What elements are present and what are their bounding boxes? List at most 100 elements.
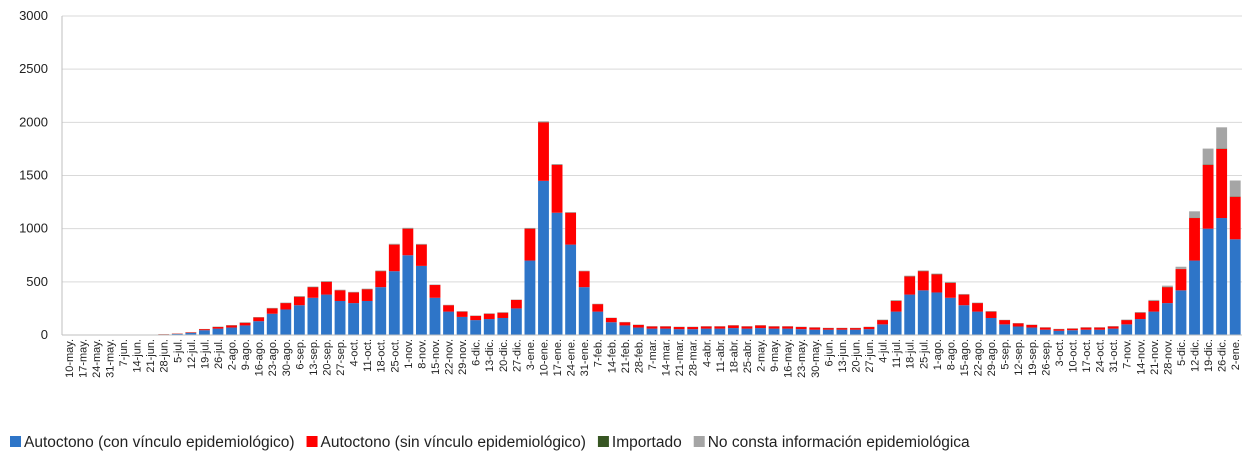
bar-segment <box>945 298 956 335</box>
x-tick-label: 6-jun. <box>823 339 835 367</box>
x-tick-label: 21-feb. <box>620 339 632 373</box>
bar-segment <box>660 326 671 328</box>
bar-segment <box>525 228 536 229</box>
bar-segment <box>430 298 441 335</box>
bar-segment <box>769 329 780 335</box>
x-tick-label: 25-jul. <box>918 339 930 369</box>
bar-segment <box>904 277 915 295</box>
bar-segment <box>402 229 413 256</box>
bar-segment <box>1094 330 1105 335</box>
x-tick-label: 13-dic. <box>484 339 496 372</box>
bar-segment <box>1108 329 1119 335</box>
x-tick-label: 12-jul. <box>186 339 198 369</box>
x-tick-label: 25-abr. <box>742 339 754 373</box>
x-tick-label: 19-sep. <box>1027 339 1039 376</box>
bar-segment <box>647 326 658 328</box>
bar-segment <box>362 289 373 301</box>
bar-segment <box>375 270 386 271</box>
bar-segment <box>1216 218 1227 335</box>
bar-segment <box>525 261 536 335</box>
bar-segment <box>416 244 427 245</box>
bar-segment <box>1135 319 1146 335</box>
x-tick-label: 10-ene. <box>538 339 550 376</box>
bar-segment <box>1189 211 1200 217</box>
bar-segment <box>1013 326 1024 335</box>
bar-segment <box>240 323 251 326</box>
x-tick-label: 14-feb. <box>606 339 618 373</box>
x-tick-label: 11-jul. <box>891 339 903 368</box>
bar-segment <box>240 325 251 335</box>
x-tick-label: 26-jul. <box>213 339 225 369</box>
y-tick-label: 3000 <box>19 8 48 23</box>
x-tick-label: 27-sep. <box>335 339 347 376</box>
bar-segment <box>1148 301 1159 312</box>
bar-segment <box>877 324 888 335</box>
bar-segment <box>348 292 359 303</box>
bar-segment <box>321 282 332 295</box>
x-tick-label: 25-oct. <box>389 339 401 373</box>
bar-segment <box>904 276 915 277</box>
x-tick-label: 2-ago. <box>227 339 239 370</box>
bar-segment <box>931 274 942 275</box>
x-tick-label: 9-ago. <box>240 339 252 370</box>
bar-segment <box>1121 324 1132 335</box>
x-tick-label: 21-mar. <box>674 339 686 376</box>
x-tick-label: 28-feb. <box>633 339 645 373</box>
x-tick-label: 21-jun. <box>145 339 157 373</box>
bar-segment <box>226 325 237 327</box>
bar-segment <box>674 329 685 335</box>
y-tick-label: 0 <box>41 327 48 342</box>
legend-swatch <box>598 436 609 447</box>
x-tick-label: 6-sep. <box>294 339 306 370</box>
bar-segment <box>1013 323 1024 326</box>
bar-segment <box>904 295 915 335</box>
bar-segment <box>1108 326 1119 328</box>
bar-segment <box>538 121 549 122</box>
bar-segment <box>1121 320 1132 324</box>
x-tick-label: 18-jul. <box>905 339 917 369</box>
bar-segment <box>782 326 793 328</box>
bar-segment <box>1040 330 1051 335</box>
bar-segment <box>972 312 983 335</box>
bar-segment <box>213 327 224 329</box>
x-tick-label: 23-may. <box>796 339 808 378</box>
bar-segment <box>1216 127 1227 148</box>
x-tick-label: 7-feb. <box>593 339 605 367</box>
bar-segment <box>1176 290 1187 335</box>
x-tick-label: 20-sep. <box>321 339 333 376</box>
x-tick-label: 20-dic. <box>498 339 510 372</box>
x-tick-label: 14-nov. <box>1135 339 1147 375</box>
bar-segment <box>1162 286 1173 287</box>
x-tick-label: 18-abr. <box>728 339 740 373</box>
bar-segment <box>1162 287 1173 303</box>
bar-segment <box>226 328 237 335</box>
x-tick-label: 31-oct. <box>1108 339 1120 373</box>
bar-segment <box>375 287 386 335</box>
bar-segment <box>579 287 590 335</box>
bar-segment <box>484 314 495 319</box>
legend-label: Autoctono (sin vínculo epidemiológico) <box>321 434 586 451</box>
x-tick-label: 13-jun. <box>837 339 849 373</box>
bar-segment <box>728 328 739 335</box>
bar-segment <box>443 312 454 335</box>
bar-segment <box>1189 261 1200 335</box>
bar-segment <box>1230 197 1241 240</box>
bar-segment <box>1148 300 1159 301</box>
bar-segment <box>769 326 780 328</box>
bar-segment <box>1026 325 1037 328</box>
x-tick-label: 7-mar. <box>647 339 659 370</box>
bar-segment <box>728 325 739 328</box>
x-tick-label: 12-dic. <box>1190 339 1202 372</box>
bar-segment <box>1176 267 1187 269</box>
bar-segment <box>565 213 576 245</box>
x-tick-label: 1-ago. <box>932 339 944 370</box>
x-tick-label: 30-ago. <box>281 339 293 376</box>
bar-segment <box>1026 328 1037 335</box>
bar-segment <box>267 308 278 313</box>
bar-segment <box>457 317 468 335</box>
bar-segment <box>253 317 264 321</box>
bar-segment <box>416 266 427 335</box>
x-tick-label: 20-jun. <box>850 339 862 373</box>
legend-label: No consta información epidemiológica <box>708 434 970 451</box>
x-tick-label: 27-jun. <box>864 339 876 373</box>
